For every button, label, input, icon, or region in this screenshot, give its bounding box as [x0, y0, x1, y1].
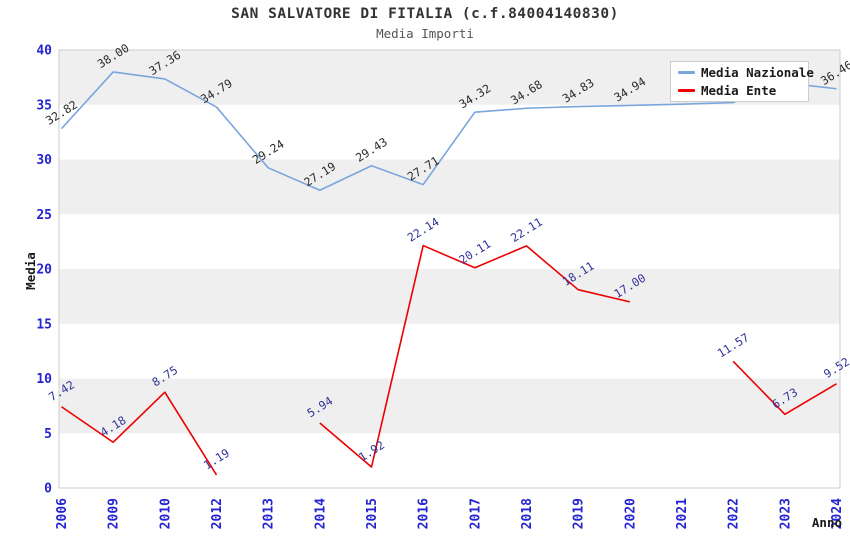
legend-swatch-nazionale-line-icon: [678, 71, 695, 75]
legend-label-media-nazionale: Media Nazionale: [701, 65, 814, 81]
svg-text:5: 5: [44, 427, 52, 442]
chart-subtitle: Media Importi: [376, 26, 474, 41]
svg-text:2010: 2010: [158, 498, 173, 529]
plot-bands: [59, 50, 840, 488]
legend-item-media-ente: Media Ente: [678, 83, 808, 98]
svg-text:15: 15: [36, 317, 52, 332]
chart-legend: Media Nazionale Media Ente: [670, 61, 814, 102]
x-axis-title: Anno: [812, 515, 842, 530]
legend-swatch-ente-line-icon: [678, 88, 695, 92]
svg-text:2022: 2022: [727, 498, 742, 529]
svg-text:2019: 2019: [572, 498, 587, 529]
svg-text:2014: 2014: [313, 498, 328, 529]
series-line-media-ente: [61, 244, 837, 476]
svg-text:20: 20: [36, 263, 52, 278]
y-axis-title: Media: [23, 252, 38, 290]
svg-text:2016: 2016: [417, 498, 432, 529]
svg-text:40: 40: [36, 44, 52, 59]
x-axis-tick-labels: 2006 2009 2010 2012 2013 2014 2015 2016 2017 2018…: [55, 498, 845, 529]
plot-border: [58, 49, 841, 489]
svg-text:2013: 2013: [262, 498, 277, 529]
svg-text:2024: 2024: [830, 498, 845, 529]
series-line-media-nazionale: [60, 71, 837, 192]
svg-text:35: 35: [36, 98, 52, 113]
svg-text:2009: 2009: [107, 498, 122, 529]
svg-text:2006: 2006: [55, 498, 70, 529]
svg-text:2018: 2018: [520, 498, 535, 529]
y-axis-tick-labels: 0 5 10 15 20 25 30 35 40: [36, 44, 52, 497]
svg-text:25: 25: [36, 208, 52, 223]
svg-text:2020: 2020: [623, 498, 638, 529]
svg-text:10: 10: [36, 372, 52, 387]
svg-text:2012: 2012: [210, 498, 225, 529]
svg-text:2023: 2023: [778, 498, 793, 529]
chart-title: SAN SALVATORE DI FITALIA (c.f.8400414083…: [231, 6, 619, 22]
svg-text:2015: 2015: [365, 498, 380, 529]
svg-text:30: 30: [36, 153, 52, 168]
svg-text:2017: 2017: [468, 498, 483, 529]
svg-text:2021: 2021: [675, 498, 690, 529]
legend-item-media-nazionale: Media Nazionale: [678, 65, 814, 80]
svg-text:0: 0: [44, 482, 52, 497]
legend-label-media-ente: Media Ente: [701, 82, 777, 98]
